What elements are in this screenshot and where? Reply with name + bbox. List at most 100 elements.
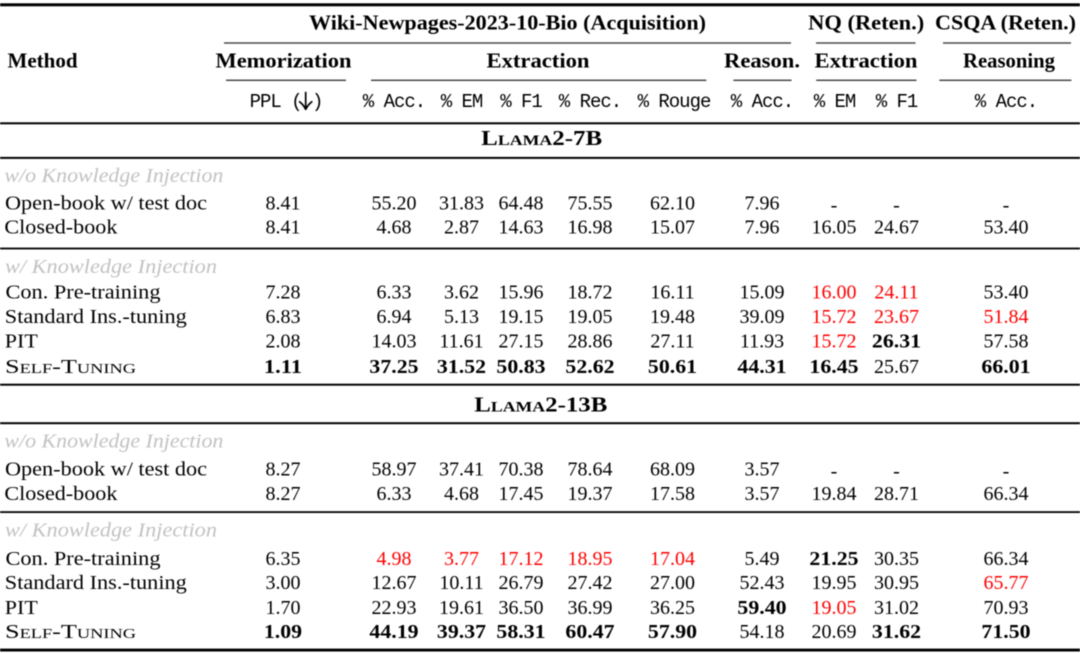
- svg-text:% EM: % EM: [441, 91, 483, 113]
- svg-text:39.37: 39.37: [437, 621, 486, 643]
- svg-text:53.40: 53.40: [984, 216, 1029, 238]
- svg-text:31.02: 31.02: [874, 597, 919, 619]
- svg-text:4.68: 4.68: [377, 216, 412, 238]
- svg-text:55.20: 55.20: [372, 192, 417, 214]
- svg-text:70.38: 70.38: [499, 459, 544, 481]
- svg-text:37.41: 37.41: [439, 459, 484, 481]
- svg-text:15.72: 15.72: [812, 306, 857, 328]
- svg-text:62.10: 62.10: [650, 192, 695, 214]
- svg-text:19.95: 19.95: [812, 572, 857, 594]
- svg-text:68.09: 68.09: [650, 459, 695, 481]
- svg-text:Self-Tuning: Self-Tuning: [5, 621, 136, 643]
- svg-text:Self-Tuning: Self-Tuning: [5, 356, 136, 378]
- svg-text:Closed-book: Closed-book: [4, 216, 117, 238]
- svg-text:7.28: 7.28: [266, 281, 301, 303]
- svg-text:8.27: 8.27: [266, 483, 301, 505]
- svg-text:6.94: 6.94: [377, 306, 412, 328]
- svg-text:17.12: 17.12: [499, 548, 544, 570]
- svg-text:% F1: % F1: [876, 91, 918, 113]
- svg-text:19.15: 19.15: [499, 306, 544, 328]
- svg-text:NQ (Reten.): NQ (Reten.): [808, 11, 924, 35]
- svg-text:53.40: 53.40: [984, 281, 1029, 303]
- svg-text:27.15: 27.15: [499, 331, 544, 353]
- svg-text:15.72: 15.72: [812, 331, 857, 353]
- svg-text:Con. Pre-training: Con. Pre-training: [6, 281, 161, 303]
- svg-text:19.05: 19.05: [812, 597, 857, 619]
- svg-text:24.11: 24.11: [874, 281, 918, 303]
- svg-text:10.11: 10.11: [439, 572, 483, 594]
- svg-text:18.95: 18.95: [568, 548, 613, 570]
- svg-text:54.18: 54.18: [740, 621, 785, 643]
- svg-text:16.00: 16.00: [812, 281, 857, 303]
- svg-text:31.52: 31.52: [437, 356, 486, 378]
- svg-text:20.69: 20.69: [812, 621, 857, 643]
- svg-text:18.72: 18.72: [568, 281, 613, 303]
- svg-text:CSQA (Reten.): CSQA (Reten.): [935, 11, 1076, 35]
- svg-text:% F1: % F1: [500, 91, 542, 113]
- svg-text:4.68: 4.68: [444, 483, 479, 505]
- svg-text:6.33: 6.33: [377, 281, 412, 303]
- svg-text:1.09: 1.09: [264, 621, 302, 643]
- svg-text:31.62: 31.62: [872, 621, 921, 643]
- svg-text:44.19: 44.19: [369, 621, 418, 643]
- svg-text:27.00: 27.00: [650, 572, 695, 594]
- svg-text:58.97: 58.97: [372, 459, 417, 481]
- svg-text:Llama2-13B: Llama2-13B: [474, 392, 607, 416]
- svg-text:7.96: 7.96: [745, 216, 780, 238]
- svg-text:44.31: 44.31: [737, 356, 786, 378]
- svg-text:3.00: 3.00: [266, 572, 301, 594]
- svg-text:Memorization: Memorization: [216, 49, 352, 73]
- svg-text:Open-book w/ test doc: Open-book w/ test doc: [5, 192, 207, 214]
- svg-text:39.09: 39.09: [740, 306, 785, 328]
- svg-text:7.96: 7.96: [745, 192, 780, 214]
- svg-text:50.83: 50.83: [496, 356, 545, 378]
- svg-text:14.03: 14.03: [372, 331, 417, 353]
- svg-text:Standard Ins.-tuning: Standard Ins.-tuning: [5, 572, 187, 594]
- svg-text:31.83: 31.83: [439, 192, 484, 214]
- svg-text:26.79: 26.79: [499, 572, 544, 594]
- svg-text:8.41: 8.41: [266, 216, 301, 238]
- svg-text:75.55: 75.55: [568, 192, 613, 214]
- svg-text:-: -: [1003, 194, 1010, 216]
- svg-text:PIT: PIT: [5, 597, 38, 619]
- svg-text:Closed-book: Closed-book: [4, 483, 117, 505]
- svg-text:w/ Knowledge Injection: w/ Knowledge Injection: [5, 520, 217, 542]
- svg-text:% Rouge: % Rouge: [638, 91, 711, 113]
- svg-text:-: -: [893, 194, 900, 216]
- svg-text:57.58: 57.58: [984, 331, 1029, 353]
- svg-text:Wiki-Newpages-2023-10-Bio (Acq: Wiki-Newpages-2023-10-Bio (Acquisition): [309, 11, 706, 35]
- svg-text:11.93: 11.93: [740, 331, 784, 353]
- svg-text:64.48: 64.48: [499, 192, 544, 214]
- svg-text:-: -: [831, 461, 838, 483]
- svg-text:57.90: 57.90: [648, 621, 697, 643]
- svg-text:58.31: 58.31: [496, 621, 545, 643]
- svg-text:3.57: 3.57: [745, 459, 780, 481]
- svg-text:30.35: 30.35: [874, 548, 919, 570]
- svg-text:Extraction: Extraction: [487, 49, 590, 73]
- svg-text:w/o Knowledge Injection: w/o Knowledge Injection: [4, 430, 223, 452]
- svg-text:-: -: [1003, 461, 1010, 483]
- svg-text:17.58: 17.58: [650, 483, 695, 505]
- svg-text:PIT: PIT: [5, 331, 38, 353]
- svg-text:17.45: 17.45: [499, 483, 544, 505]
- svg-text:4.98: 4.98: [377, 548, 412, 570]
- svg-text:% Acc.: % Acc.: [975, 91, 1037, 113]
- svg-text:66.34: 66.34: [984, 548, 1029, 570]
- svg-text:16.45: 16.45: [809, 356, 858, 378]
- svg-text:27.11: 27.11: [650, 331, 694, 353]
- svg-text:Reason.: Reason.: [724, 49, 800, 73]
- svg-text:15.96: 15.96: [499, 281, 544, 303]
- svg-text:Con. Pre-training: Con. Pre-training: [6, 548, 161, 570]
- svg-text:14.63: 14.63: [499, 216, 544, 238]
- svg-text:2.87: 2.87: [444, 216, 479, 238]
- svg-text:3.57: 3.57: [745, 483, 780, 505]
- svg-text:Reasoning: Reasoning: [963, 49, 1055, 73]
- svg-text:3.62: 3.62: [444, 281, 479, 303]
- svg-text:15.09: 15.09: [740, 281, 785, 303]
- svg-text:Extraction: Extraction: [815, 49, 918, 73]
- svg-text:22.93: 22.93: [372, 597, 417, 619]
- svg-text:6.33: 6.33: [377, 483, 412, 505]
- svg-text:8.41: 8.41: [266, 192, 301, 214]
- svg-text:Llama2-7B: Llama2-7B: [481, 126, 602, 150]
- svg-text:6.35: 6.35: [266, 548, 301, 570]
